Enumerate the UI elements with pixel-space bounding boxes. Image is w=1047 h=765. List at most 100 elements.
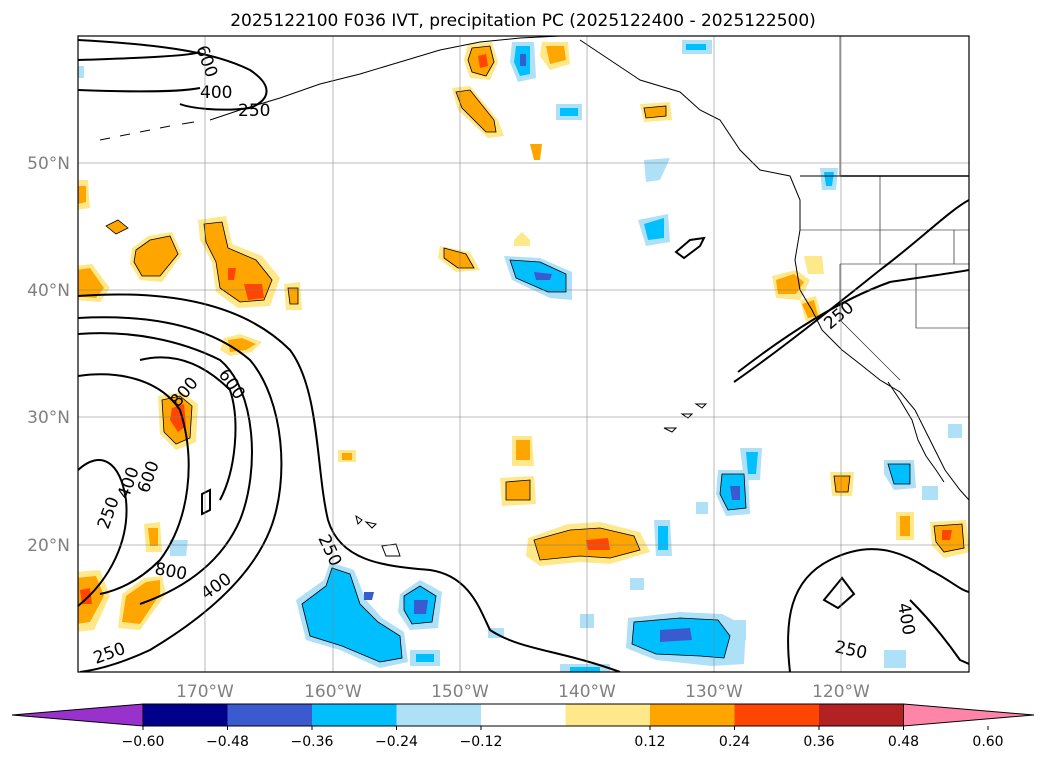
ivt-contour-small — [201, 488, 211, 516]
contour-label: 400 — [200, 83, 232, 103]
lat-label: 40°N — [27, 281, 70, 301]
alaska-coast — [209, 36, 561, 121]
colorbar-extend-low — [11, 703, 144, 727]
precip-blob — [730, 620, 746, 640]
precip-blob — [134, 236, 178, 276]
precip-outlines — [105, 45, 965, 663]
colorbar-tick-label: −0.48 — [206, 734, 249, 750]
precip-blob — [570, 667, 600, 672]
precip-blob — [776, 274, 804, 294]
contour-label: 250 — [238, 101, 270, 121]
precip-blob — [948, 424, 962, 438]
precip-blob — [586, 538, 610, 550]
precip-blob — [520, 54, 526, 66]
precip-blob — [516, 440, 530, 460]
precip-blob — [414, 600, 428, 614]
colorbar-segment — [481, 704, 566, 726]
precip-blob — [686, 44, 706, 50]
precip-blob — [80, 588, 92, 604]
precip-blob — [730, 486, 740, 500]
ivt-contour-800 — [78, 373, 190, 595]
precip-blob — [78, 268, 104, 298]
colorbar-tick-label: 0.12 — [634, 734, 665, 750]
ivt-contour-north-600 — [78, 51, 201, 61]
precip-blob — [342, 453, 352, 460]
lon-label: 140°W — [558, 682, 616, 702]
precip-blob — [560, 108, 578, 116]
precip-blob — [506, 480, 530, 500]
colorbar-segment — [312, 704, 397, 726]
ivt-contour-250-inner — [78, 459, 128, 607]
precip-blob — [922, 486, 938, 500]
precip-blob — [78, 186, 86, 204]
precip-blob — [834, 476, 850, 492]
precip-blob — [900, 516, 910, 536]
ivt-contour-600 — [78, 332, 253, 605]
lat-label: 50°N — [27, 154, 70, 174]
precip-blob — [658, 526, 668, 550]
lon-label: 130°W — [685, 682, 743, 702]
ivt-contour-ring — [674, 236, 706, 260]
precip-blob — [660, 628, 692, 642]
precip-blob — [204, 222, 272, 302]
ivt-contour-250 — [78, 293, 621, 672]
ivt-contours — [78, 39, 969, 672]
precip-blob — [534, 272, 552, 280]
precip-blob — [942, 530, 952, 540]
precip-blob — [884, 650, 906, 668]
colorbar-segment — [396, 704, 482, 726]
plot-title: 2025122100 F036 IVT, precipitation PC (2… — [230, 11, 816, 31]
colorbar-segment — [819, 704, 904, 726]
lon-label: 170°W — [176, 682, 234, 702]
precip-blob — [244, 284, 264, 300]
colorbar-tick-label: 0.48 — [888, 734, 919, 750]
lon-label: 120°W — [812, 682, 870, 702]
map-panel: 600 400 250 800 600 600 400 250 800 400 … — [77, 35, 970, 673]
colorbar-segment — [227, 704, 313, 726]
precip-blob — [364, 592, 374, 600]
precip-blob — [804, 256, 824, 274]
precip-blob — [170, 540, 188, 556]
colorbar-frame — [142, 703, 904, 727]
precip-blob — [78, 66, 84, 78]
precip-blob — [228, 268, 236, 280]
precip-blob — [148, 528, 158, 546]
colorbar-segment — [734, 704, 820, 726]
ivt-contour-sw-250 — [787, 548, 969, 672]
precip-blob — [122, 580, 160, 624]
ivt-contour-ne-250b — [737, 269, 969, 373]
precip-blob — [746, 452, 758, 474]
colorbar-tick-label: 0.60 — [972, 734, 1003, 750]
colorbar-segment — [565, 704, 651, 726]
aleutian-islands — [99, 121, 195, 141]
lat-labels: 50°N 40°N 30°N 20°N — [27, 154, 70, 556]
precip-blob — [456, 90, 496, 132]
colorbar-tick-label: 0.24 — [719, 734, 750, 750]
colorbar-tick-label: −0.60 — [122, 734, 165, 750]
colorbar-tick-label: −0.12 — [460, 734, 503, 750]
precip-blob — [696, 502, 708, 514]
precip-blob — [546, 46, 566, 64]
ivt-contour-600-inner — [139, 356, 237, 501]
precip-blob — [302, 568, 402, 662]
colorbar-extend-high — [903, 703, 1035, 727]
ivt-contour-north-250 — [78, 39, 268, 111]
precip-blob — [478, 54, 488, 68]
ivt-contour-ne-250 — [733, 199, 969, 383]
colorbar-tick-label: −0.24 — [375, 734, 418, 750]
colorbar-segment — [143, 704, 228, 726]
precip-blob — [530, 144, 542, 160]
lon-label: 160°W — [304, 682, 362, 702]
lon-labels: 170°W 160°W 150°W 140°W 130°W 120°W — [176, 682, 870, 702]
ivt-contour-sw-400b — [909, 599, 969, 665]
baja-coast — [887, 381, 945, 483]
colorbar-tick-label: 0.36 — [803, 734, 834, 750]
precip-fields — [78, 40, 969, 672]
state-borders — [800, 36, 969, 381]
precip-blob — [630, 578, 644, 590]
ivt-contour-400 — [78, 316, 283, 672]
precip-blob — [644, 218, 664, 240]
colorbar-segment — [650, 704, 735, 726]
gridlines — [78, 36, 969, 672]
